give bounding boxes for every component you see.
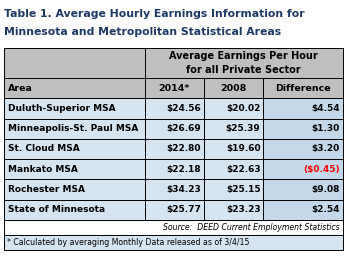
Text: $1.30: $1.30 (312, 124, 340, 133)
Text: Area: Area (8, 84, 33, 93)
Text: $2.54: $2.54 (312, 205, 340, 214)
Bar (145, 139, 204, 159)
Text: Difference: Difference (275, 84, 331, 93)
Bar (204, 179, 263, 200)
Bar (263, 159, 343, 179)
Text: $22.80: $22.80 (167, 145, 201, 153)
Bar (263, 119, 343, 139)
Text: $20.02: $20.02 (226, 104, 261, 113)
Text: Duluth-Superior MSA: Duluth-Superior MSA (8, 104, 115, 113)
Bar (4, 78, 145, 98)
Text: $3.20: $3.20 (312, 145, 340, 153)
Bar (263, 200, 343, 220)
Text: 2008: 2008 (220, 84, 247, 93)
Text: $4.54: $4.54 (312, 104, 340, 113)
Text: Source:  DEED Current Employment Statistics: Source: DEED Current Employment Statisti… (163, 223, 340, 232)
Text: $19.60: $19.60 (226, 145, 261, 153)
Bar (204, 119, 263, 139)
Bar (263, 78, 343, 98)
Text: $26.69: $26.69 (167, 124, 201, 133)
Text: $25.77: $25.77 (166, 205, 201, 214)
Bar (4, 200, 145, 220)
Text: Rochester MSA: Rochester MSA (8, 185, 85, 194)
Bar (263, 139, 343, 159)
Text: Minneapolis-St. Paul MSA: Minneapolis-St. Paul MSA (8, 124, 138, 133)
Bar (145, 119, 204, 139)
Text: $23.23: $23.23 (226, 205, 261, 214)
Text: Average Earnings Per Hour
for all Private Sector: Average Earnings Per Hour for all Privat… (169, 51, 318, 75)
Bar (204, 159, 263, 179)
Text: 2014*: 2014* (159, 84, 190, 93)
Bar (145, 78, 204, 98)
Bar (204, 139, 263, 159)
Text: * Calculated by averaging Monthly Data released as of 3/4/15: * Calculated by averaging Monthly Data r… (7, 238, 249, 247)
Bar (4, 159, 145, 179)
Bar (263, 179, 343, 200)
Bar (4, 98, 145, 119)
Bar (145, 159, 204, 179)
Bar (263, 98, 343, 119)
Bar (145, 48, 343, 78)
Text: $24.56: $24.56 (167, 104, 201, 113)
Text: Table 1. Average Hourly Earnings Information for: Table 1. Average Hourly Earnings Informa… (4, 9, 305, 19)
Bar (4, 235, 343, 250)
Text: St. Cloud MSA: St. Cloud MSA (8, 145, 79, 153)
Bar (204, 98, 263, 119)
Text: Mankato MSA: Mankato MSA (8, 165, 77, 174)
Bar (4, 119, 145, 139)
Bar (145, 98, 204, 119)
Text: ($0.45): ($0.45) (303, 165, 340, 174)
Text: $25.39: $25.39 (226, 124, 261, 133)
Bar (145, 179, 204, 200)
Bar (204, 78, 263, 98)
Bar (4, 179, 145, 200)
Bar (145, 200, 204, 220)
Text: State of Minnesota: State of Minnesota (8, 205, 105, 214)
Text: $25.15: $25.15 (226, 185, 261, 194)
Bar (4, 48, 145, 78)
Text: $34.23: $34.23 (167, 185, 201, 194)
Bar (4, 220, 343, 235)
Bar (4, 139, 145, 159)
Text: Minnesota and Metropolitan Statistical Areas: Minnesota and Metropolitan Statistical A… (4, 27, 281, 37)
Text: $22.63: $22.63 (226, 165, 261, 174)
Text: $22.18: $22.18 (167, 165, 201, 174)
Bar (204, 200, 263, 220)
Text: $9.08: $9.08 (312, 185, 340, 194)
